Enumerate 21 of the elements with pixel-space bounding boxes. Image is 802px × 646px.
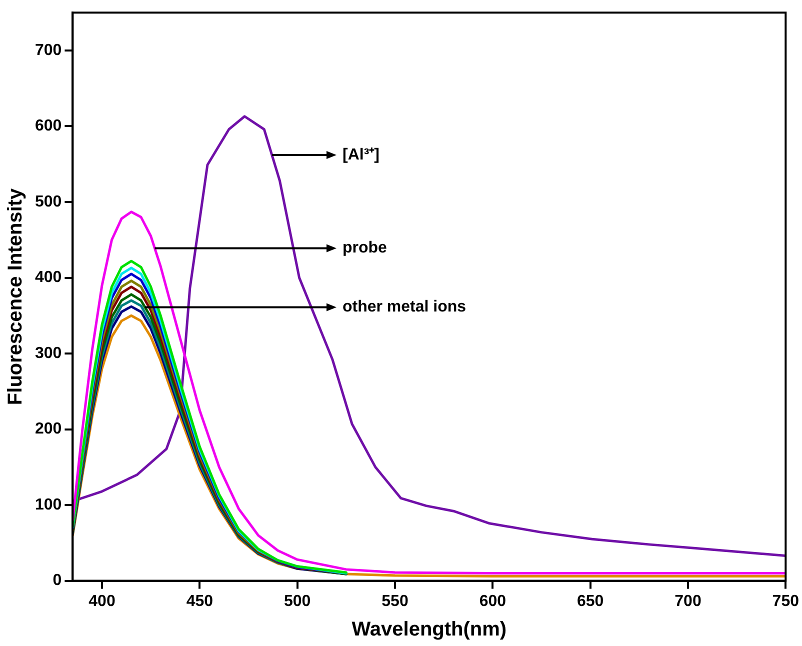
x-tick-label: 750 xyxy=(772,592,800,610)
y-tick-label: 600 xyxy=(34,118,62,135)
y-tick-label: 0 xyxy=(52,572,62,590)
y-tick-label: 500 xyxy=(34,193,62,210)
y-tick-label: 200 xyxy=(34,420,62,438)
x-tick-label: 650 xyxy=(576,592,604,610)
annotation: other metal ions xyxy=(342,298,466,316)
y-tick-label: 300 xyxy=(34,344,62,362)
x-tick-label: 450 xyxy=(186,592,214,610)
x-axis-title: Wavelength(nm) xyxy=(352,618,507,641)
y-tick-label: 100 xyxy=(34,496,62,514)
x-tick-label: 600 xyxy=(479,592,506,610)
y-tick-label: 700 xyxy=(34,42,62,59)
x-tick-label: 550 xyxy=(382,592,408,610)
x-tick-label: 400 xyxy=(88,592,116,610)
x-tick-label: 500 xyxy=(284,592,311,610)
annotation: [Al³⁺] xyxy=(342,146,380,164)
annotation: probe xyxy=(342,240,388,257)
y-tick-label: 400 xyxy=(34,269,62,286)
y-axis-title: Fluorescence Intensity xyxy=(4,187,27,406)
x-tick-label: 700 xyxy=(674,592,702,610)
